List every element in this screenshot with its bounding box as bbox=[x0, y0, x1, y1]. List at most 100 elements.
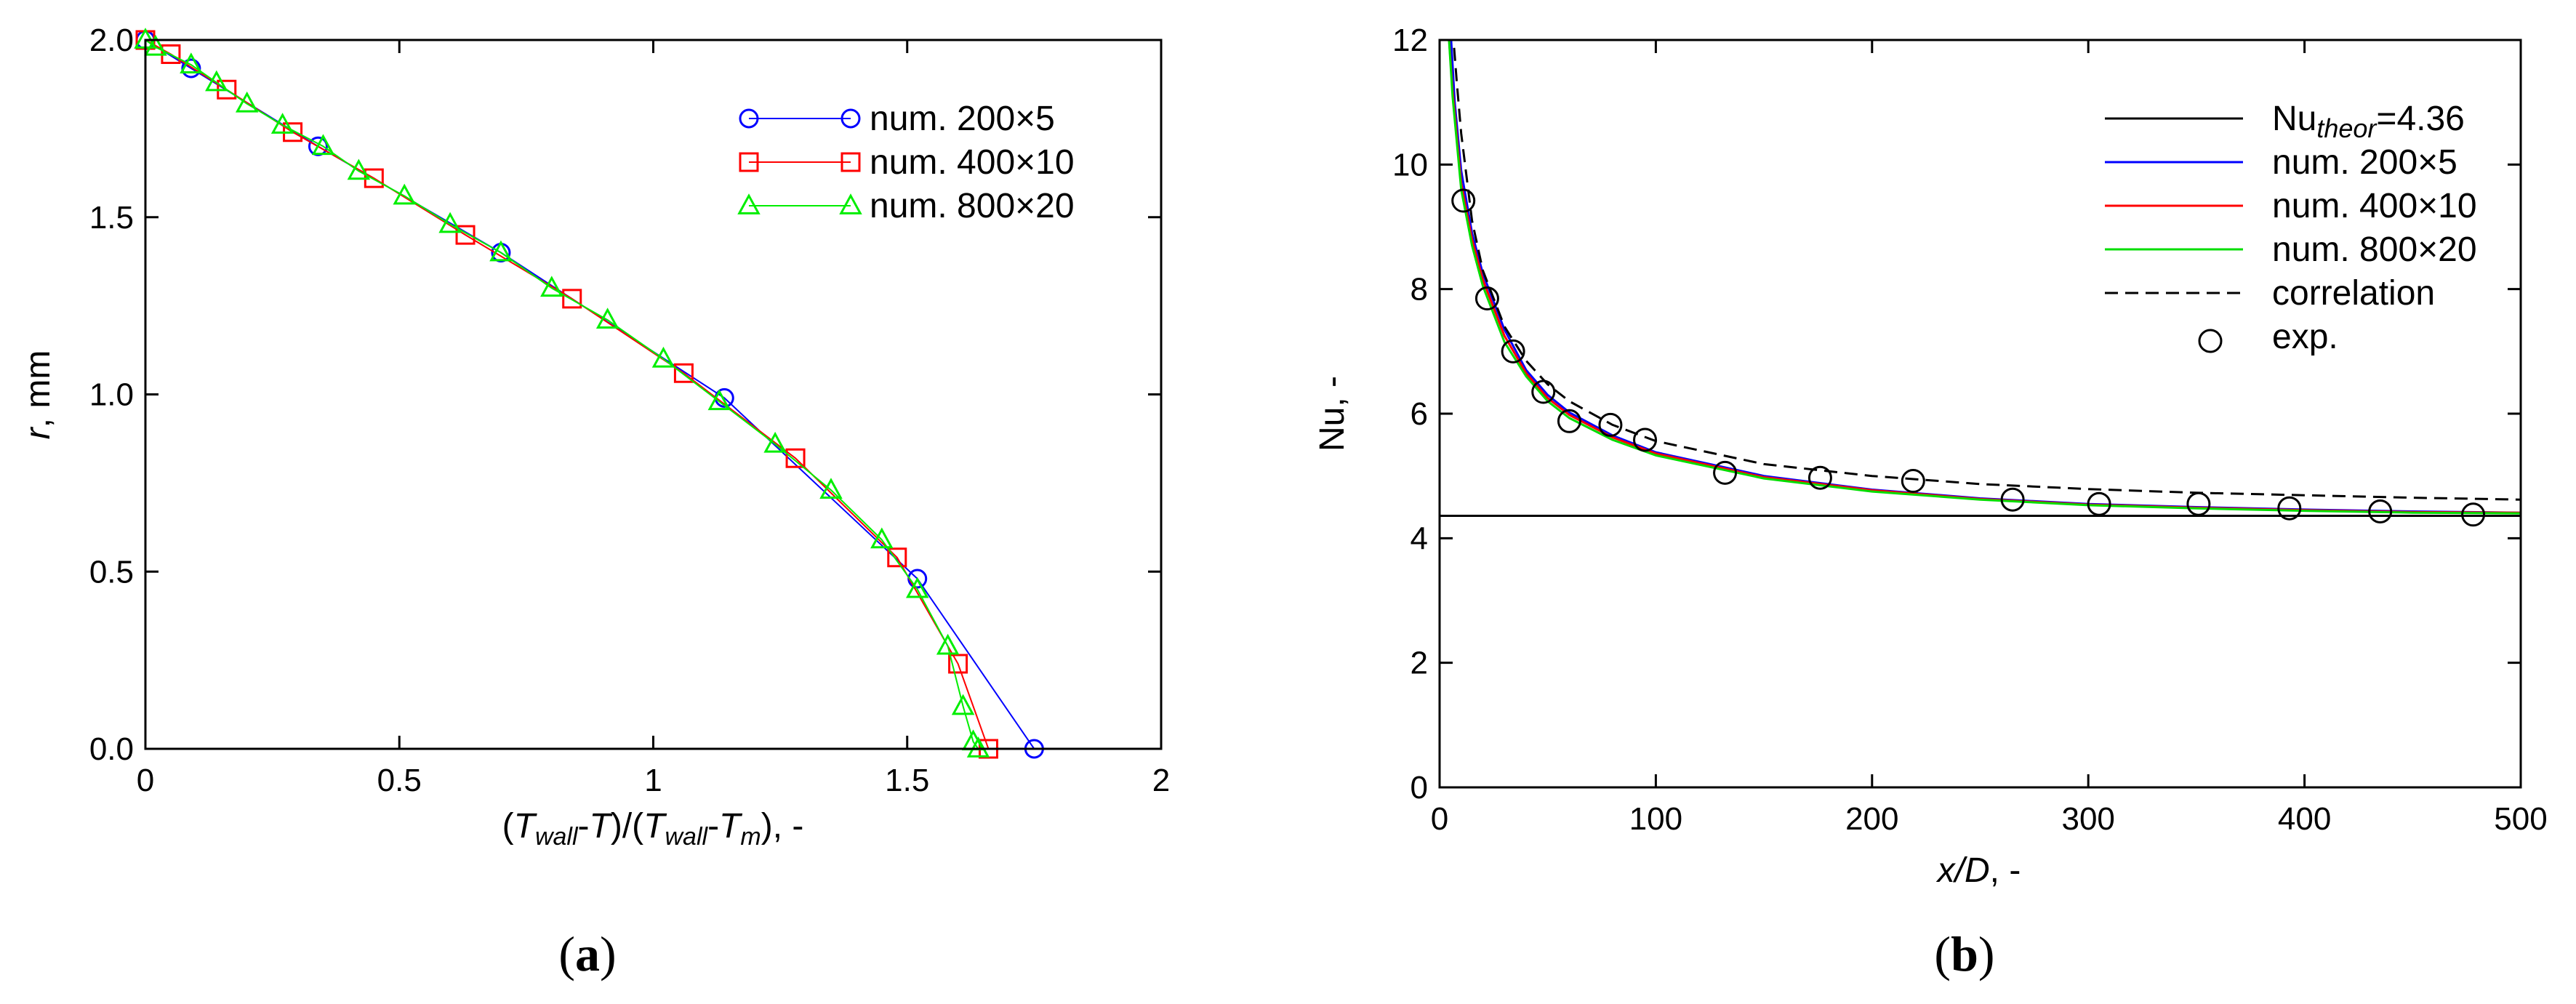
legend-label-exp: exp. bbox=[2272, 318, 2338, 356]
x-tick-label: 1.5 bbox=[885, 763, 929, 798]
legend-label-num-800-20: num. 800×20 bbox=[870, 187, 1075, 225]
xlabel-part: m bbox=[740, 823, 761, 851]
legend-label-theoretical-tail: =4.36 bbox=[2376, 100, 2464, 138]
panel-b-ylabel: Nu, - bbox=[1313, 376, 1352, 451]
panel-a-xlabel: (Twall-T)/(Twall-Tm), - bbox=[502, 807, 804, 851]
data-point-exp bbox=[1451, 188, 1476, 213]
data-point-num-400-10 bbox=[785, 448, 806, 468]
legend-label-num-200-5: num. 200×5 bbox=[2272, 143, 2457, 182]
data-point-num-800-20 bbox=[205, 70, 228, 92]
data-point-num-400-10 bbox=[673, 363, 694, 383]
x-tick-label: 300 bbox=[2061, 801, 2114, 837]
y-tick-label: 0 bbox=[1411, 770, 1428, 806]
data-point-num-800-20 bbox=[763, 431, 787, 453]
panel-a-label-open: ( bbox=[558, 926, 575, 981]
xlabel-part: ), - bbox=[761, 807, 804, 846]
xlabel-part: T bbox=[514, 807, 538, 846]
legend-label-theoretical: Nutheor=4.36 bbox=[2272, 100, 2465, 143]
data-point-num-800-20 bbox=[936, 633, 960, 655]
data-point-num-400-10 bbox=[948, 654, 968, 674]
panel-b-label-letter: b bbox=[1951, 926, 1978, 981]
legend-marker-exp bbox=[2198, 329, 2223, 353]
y-tick-label: 2 bbox=[1411, 646, 1428, 681]
panel-b-label: (b) bbox=[1934, 926, 1994, 981]
data-point-exp bbox=[1531, 379, 1556, 404]
legend-marker-num-800-20 bbox=[737, 193, 761, 214]
series-line-num-400-10 bbox=[145, 39, 990, 750]
data-point-num-800-20 bbox=[870, 527, 894, 549]
data-point-num-200-5 bbox=[181, 58, 201, 79]
y-tick-label: 0.5 bbox=[89, 554, 134, 590]
data-point-num-800-20 bbox=[180, 52, 203, 73]
series-line-num-800-20 bbox=[145, 39, 979, 750]
data-point-num-800-20 bbox=[270, 113, 294, 134]
legend-marker-num-200-5 bbox=[840, 108, 861, 129]
panel-b-ticks: 0 100 200 300 400 500 0 2 4 6 8 10 12 bbox=[1392, 23, 2548, 837]
data-point-num-400-10 bbox=[455, 225, 476, 245]
x-tick-label: 100 bbox=[1629, 801, 1682, 837]
panel-a-label-close: ) bbox=[600, 926, 617, 981]
data-point-exp bbox=[1557, 409, 1581, 433]
y-tick-label: 1.5 bbox=[89, 200, 134, 236]
data-point-num-800-20 bbox=[905, 577, 929, 598]
legend-marker-num-200-5 bbox=[739, 108, 759, 129]
data-point-num-800-20 bbox=[489, 240, 513, 262]
y-tick-label: 4 bbox=[1411, 521, 1428, 556]
panel-a-ylabel-var: r bbox=[19, 426, 57, 439]
xlabel-part: T bbox=[590, 807, 614, 846]
data-point-num-400-10 bbox=[887, 547, 907, 568]
xlabel-part: )/( bbox=[611, 807, 643, 846]
data-point-exp bbox=[2277, 496, 2302, 521]
data-point-num-200-5 bbox=[308, 136, 328, 156]
panel-a-frame bbox=[144, 39, 1163, 750]
x-tick-label: 500 bbox=[2494, 801, 2547, 837]
y-tick-label: 0.0 bbox=[89, 731, 134, 767]
data-point-exp bbox=[2186, 491, 2211, 516]
data-point-num-800-20 bbox=[311, 134, 335, 156]
panel-a-label: (a) bbox=[558, 926, 616, 981]
legend-marker-num-400-10 bbox=[840, 152, 861, 172]
data-point-num-400-10 bbox=[562, 289, 582, 309]
panel-b-xlabel-var: x/D bbox=[1936, 851, 1990, 890]
data-point-exp bbox=[1901, 469, 1925, 494]
data-point-exp bbox=[1598, 412, 1623, 437]
data-point-exp bbox=[1474, 286, 1499, 311]
xlabel-part: wall bbox=[665, 823, 708, 851]
data-point-num-800-20 bbox=[235, 91, 259, 113]
legend-label-correlation: correlation bbox=[2272, 274, 2435, 313]
legend-label-num-400-10: num. 400×10 bbox=[2272, 187, 2477, 225]
panel-a-ticks: 0 0.5 1 1.5 2 0.0 0.5 1.0 1.5 2.0 bbox=[89, 23, 1170, 798]
legend-label-num-200-5: num. 200×5 bbox=[870, 100, 1055, 138]
y-tick-label: 8 bbox=[1411, 272, 1428, 308]
panel-a-series bbox=[134, 28, 1044, 759]
panel-b-frame bbox=[1438, 39, 2522, 789]
data-point-exp bbox=[1633, 427, 1658, 452]
data-point-num-800-20 bbox=[651, 346, 675, 368]
x-tick-label: 0 bbox=[137, 763, 154, 798]
data-point-num-800-20 bbox=[347, 158, 371, 180]
panel-a-chart: 0 0.5 1 1.5 20.00.51.01.52.0 r, mm (Twall-T)… bbox=[19, 23, 1170, 981]
legend-marker-num-800-20 bbox=[839, 193, 862, 214]
data-point-exp bbox=[2461, 502, 2486, 527]
series-line-num-400-10 bbox=[1448, 40, 2521, 514]
panel-a-legend: num. 200×5 num. 400×10 num. 800×20 bbox=[737, 100, 1075, 225]
data-point-num-800-20 bbox=[540, 276, 563, 297]
panel-a-label-letter: a bbox=[575, 926, 600, 981]
y-tick-label: 6 bbox=[1411, 396, 1428, 432]
panel-b-xlabel-tail: , - bbox=[1990, 851, 2021, 890]
y-tick-label: 12 bbox=[1392, 23, 1428, 58]
x-tick-label: 2 bbox=[1152, 763, 1170, 798]
data-point-exp bbox=[2000, 487, 2025, 512]
panel-a-ylabel-unit: , mm bbox=[19, 350, 57, 428]
x-tick-label: 0.5 bbox=[377, 763, 422, 798]
data-point-exp bbox=[1807, 465, 1832, 490]
legend-marker-num-400-10 bbox=[739, 152, 759, 172]
panel-b-label-open: ( bbox=[1934, 926, 1951, 981]
xlabel-part: - bbox=[578, 807, 590, 846]
data-point-exp bbox=[1501, 339, 1525, 364]
data-point-num-800-20 bbox=[966, 736, 990, 758]
xlabel-part: T bbox=[719, 807, 743, 846]
xlabel-part: wall bbox=[535, 823, 579, 851]
xlabel-part: T bbox=[643, 807, 667, 846]
